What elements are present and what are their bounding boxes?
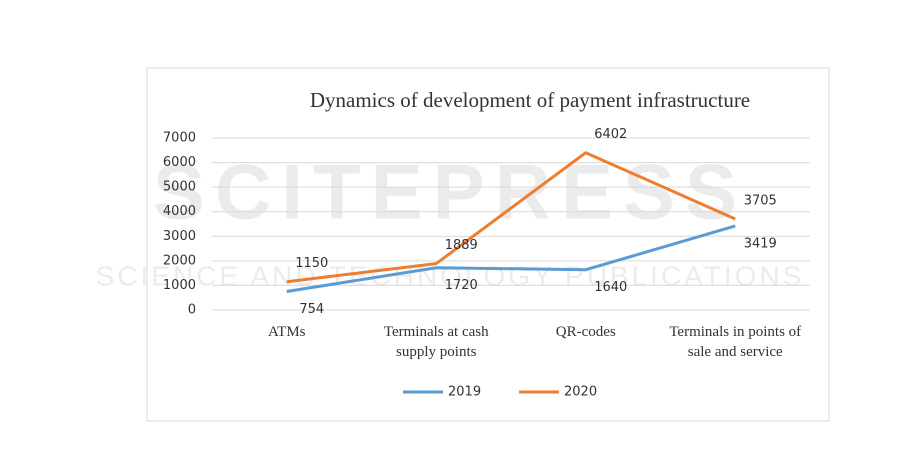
y-tick-label: 1000 [163, 278, 196, 293]
chart-title: Dynamics of development of payment infra… [310, 88, 750, 112]
y-tick-label: 7000 [163, 131, 196, 146]
x-tick-label: Terminals in points of sale and service [669, 324, 802, 360]
data-label: 754 [299, 302, 324, 317]
data-label: 6402 [594, 127, 627, 142]
watermark-title: SCITEPRESS [153, 148, 747, 236]
x-tick-label: ATMs [267, 324, 306, 340]
line [286, 224, 736, 293]
data-label: 3705 [744, 193, 777, 208]
y-tick-label: 2000 [163, 253, 196, 268]
x-tick-label: Terminals at cash supply points [383, 324, 489, 360]
chart-frame [146, 67, 830, 422]
y-tick-label: 4000 [163, 204, 196, 219]
data-label: 1889 [445, 238, 478, 253]
data-label: 1150 [295, 256, 328, 271]
x-tick-label: QR-codes [555, 324, 616, 340]
y-tick-label: 3000 [163, 229, 196, 244]
data-label: 1640 [594, 280, 627, 295]
y-tick-label: 5000 [163, 180, 196, 195]
data-label: 1720 [445, 278, 478, 293]
legend-label: 2019 [448, 385, 481, 400]
y-tick-label: 0 [188, 303, 196, 318]
legend-label: 2020 [564, 385, 597, 400]
y-tick-label: 6000 [163, 155, 196, 170]
data-label: 3419 [744, 236, 777, 251]
watermark-subtitle: SCIENCE AND TECHNOLOGY PUBLICATIONS [96, 260, 805, 291]
line [286, 151, 736, 284]
